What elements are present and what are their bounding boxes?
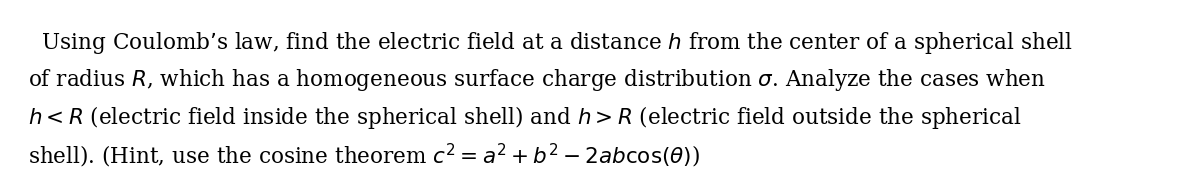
Text: $h < R$ (electric field inside the spherical shell) and $h > R$ (electric field : $h < R$ (electric field inside the spher… (28, 104, 1021, 131)
Text: Using Coulomb’s law, find the electric field at a distance $h$ from the center o: Using Coulomb’s law, find the electric f… (28, 30, 1073, 56)
Text: of radius $R$, which has a homogeneous surface charge distribution $\sigma$. Ana: of radius $R$, which has a homogeneous s… (28, 67, 1045, 93)
Text: shell). (Hint, use the cosine theorem $c^2 = a^2 + b^2 - 2ab\cos(\theta)$): shell). (Hint, use the cosine theorem $c… (28, 142, 700, 170)
